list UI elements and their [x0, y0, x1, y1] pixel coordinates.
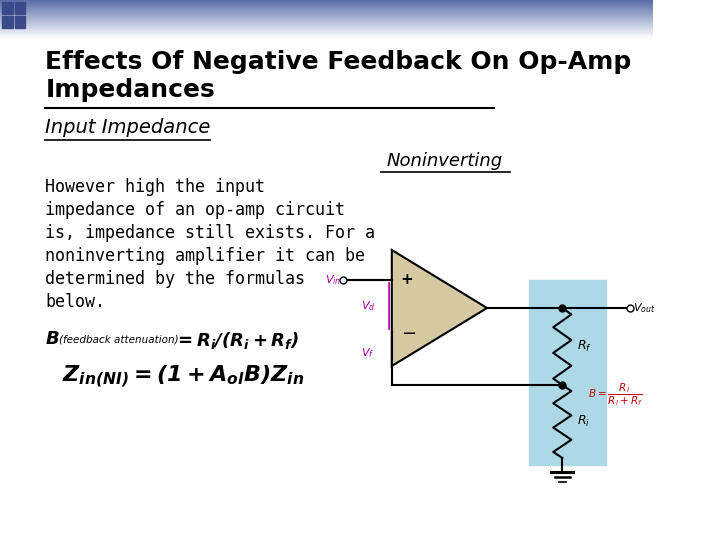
Text: $V_f$: $V_f$	[361, 346, 374, 360]
Bar	[0, 33, 653, 34]
Text: Noninverting: Noninverting	[387, 152, 503, 170]
Text: Impedances: Impedances	[45, 78, 215, 102]
Text: $V_{in}$: $V_{in}$	[325, 273, 341, 287]
Bar	[0, 5, 653, 6]
Bar	[0, 20, 653, 21]
Bar	[0, 21, 653, 22]
Bar	[0, 35, 653, 36]
Bar	[0, 30, 653, 31]
Bar	[0, 12, 653, 13]
Text: $-$: $-$	[401, 323, 416, 341]
Text: impedance of an op-amp circuit: impedance of an op-amp circuit	[45, 201, 346, 219]
Text: noninverting amplifier it can be: noninverting amplifier it can be	[45, 247, 365, 265]
Text: However high the input: However high the input	[45, 178, 266, 196]
Text: below.: below.	[45, 293, 105, 311]
Bar	[0, 32, 653, 33]
Bar	[0, 26, 653, 27]
Text: Input Impedance: Input Impedance	[45, 118, 211, 137]
Bar	[0, 1, 653, 2]
Bar	[0, 28, 653, 29]
Bar	[2, 16, 13, 28]
Bar	[0, 15, 653, 16]
Text: determined by the formulas: determined by the formulas	[45, 270, 305, 288]
Bar	[0, 37, 653, 38]
Bar	[0, 0, 653, 1]
Bar	[0, 18, 653, 19]
Text: $B = \dfrac{R_i}{R_i + R_f}$: $B = \dfrac{R_i}{R_i + R_f}$	[588, 382, 642, 408]
Text: $V_d$: $V_d$	[361, 299, 376, 313]
Bar	[0, 11, 653, 12]
Bar	[0, 14, 653, 15]
Bar	[0, 27, 653, 28]
Bar	[0, 9, 653, 10]
Text: $\bfit{Z_{in(NI)} = (1 + A_{ol}B)Z_{in}}$: $\bfit{Z_{in(NI)} = (1 + A_{ol}B)Z_{in}}…	[62, 363, 304, 389]
Text: $V_{out}$: $V_{out}$	[633, 301, 656, 315]
Bar	[0, 24, 653, 25]
Text: $R_f$: $R_f$	[577, 339, 592, 354]
Bar	[0, 2, 653, 3]
Text: (feedback attenuation): (feedback attenuation)	[59, 335, 179, 345]
Bar	[0, 7, 653, 8]
Bar	[14, 2, 25, 14]
Bar	[0, 36, 653, 37]
Bar	[0, 23, 653, 24]
Bar	[14, 16, 25, 28]
Bar	[0, 6, 653, 7]
Bar	[0, 19, 653, 20]
Bar	[0, 13, 653, 14]
Bar	[0, 29, 653, 30]
Bar	[528, 280, 606, 465]
Bar	[0, 4, 653, 5]
Bar	[0, 34, 653, 35]
Bar	[0, 10, 653, 11]
Text: $R_i$: $R_i$	[577, 414, 590, 429]
Bar	[0, 25, 653, 26]
Text: +: +	[401, 273, 413, 287]
Text: $\bfit{B}$: $\bfit{B}$	[45, 330, 60, 348]
Bar	[0, 17, 653, 18]
Bar	[2, 2, 13, 14]
Text: $\bfit{= R_i/(R_i + R_f)}$: $\bfit{= R_i/(R_i + R_f)}$	[174, 330, 300, 351]
Text: Effects Of Negative Feedback On Op-Amp: Effects Of Negative Feedback On Op-Amp	[45, 50, 631, 74]
Polygon shape	[392, 250, 487, 366]
Text: is, impedance still exists. For a: is, impedance still exists. For a	[45, 224, 375, 242]
Bar	[0, 16, 653, 17]
Bar	[0, 31, 653, 32]
Bar	[0, 3, 653, 4]
Bar	[0, 8, 653, 9]
Bar	[0, 22, 653, 23]
